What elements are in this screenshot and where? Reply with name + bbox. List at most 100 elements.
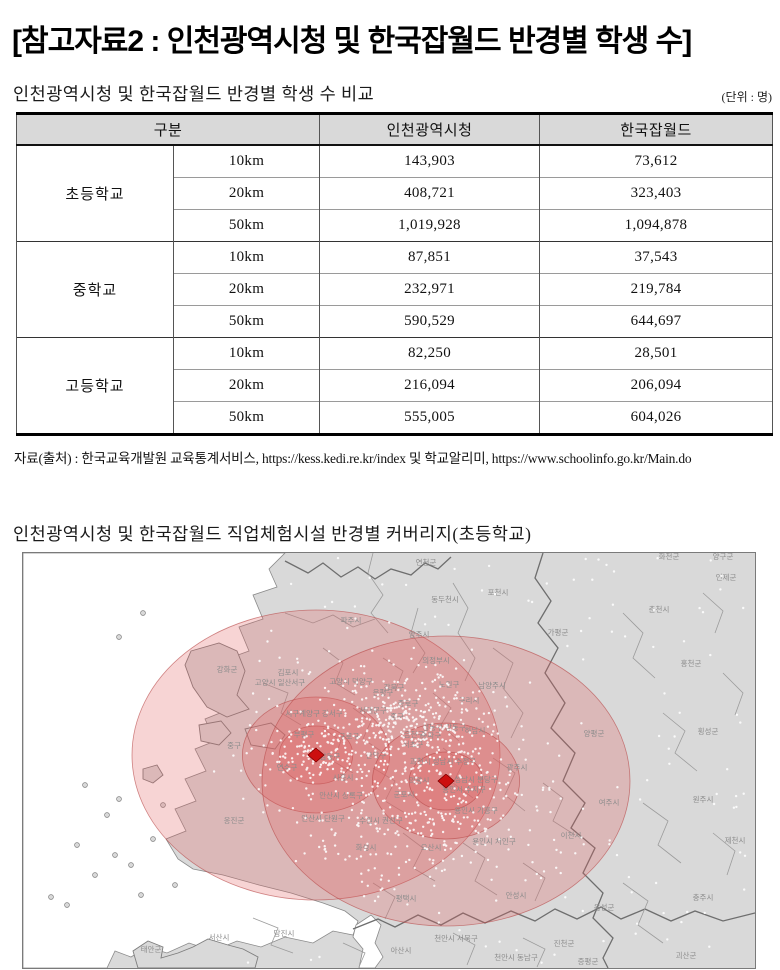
jobworld-value-cell: 206,094 xyxy=(539,369,774,402)
table-row: 20km 232,971 219,784 xyxy=(17,273,774,306)
map-label: 동두천시 xyxy=(431,594,459,604)
incheon-value-cell: 87,851 xyxy=(319,241,541,274)
map-label: 연천군 xyxy=(416,557,437,567)
map-label: 가평군 xyxy=(548,627,569,637)
jobworld-value-cell: 323,403 xyxy=(539,177,774,210)
incheon-value-cell: 555,005 xyxy=(319,401,541,435)
page-title: [참고자료2 : 인천광역시청 및 한국잡월드 반경별 학생 수] xyxy=(12,25,692,58)
table-row: 50km 1,019,928 1,094,878 xyxy=(17,209,774,242)
map-label: 서구계양구 강서구 xyxy=(285,708,342,718)
jobworld-value-cell: 28,501 xyxy=(539,337,774,370)
unit-label: (단위 : 명) xyxy=(721,90,772,104)
map-label: 횡성군 xyxy=(698,726,719,736)
map-label: 구리시 xyxy=(459,696,480,705)
map-label: 안산시 상록구 xyxy=(319,790,363,800)
map-label: 군포시 xyxy=(394,790,415,799)
map-label: 관악구 xyxy=(366,750,387,760)
map-label: 부평구 xyxy=(294,729,315,739)
map-label: 중구 xyxy=(227,741,241,750)
incheon-value-cell: 590,529 xyxy=(319,305,541,338)
school-level-cell: 중학교 xyxy=(16,241,174,338)
map-label: 태안군 xyxy=(141,944,162,954)
incheon-value-cell: 82,250 xyxy=(319,337,541,370)
map-label: 구로구 xyxy=(339,732,360,741)
map-label: 증평군 xyxy=(578,956,599,966)
radius-cell: 50km xyxy=(172,401,321,435)
map-label: 성남시 분당구 xyxy=(454,774,498,784)
table-header: 구분 인천광역시청 한국잡월드 xyxy=(15,113,774,146)
map-label: 과천시 성남시 수정구 xyxy=(410,756,476,766)
map-label: 용인시 처인구 xyxy=(472,836,516,846)
jobworld-value-cell: 37,543 xyxy=(539,241,774,274)
student-count-table: 구분 인천광역시청 한국잡월드 초등학교 10km 143,903 73,612 20k… xyxy=(15,112,774,436)
map-label: 포천시 xyxy=(488,587,509,597)
radius-cell: 50km xyxy=(172,305,321,338)
jobworld-value-cell: 644,697 xyxy=(539,305,774,338)
radius-cell: 10km xyxy=(172,337,321,370)
map-label: 음성군 xyxy=(594,903,615,912)
table-row: 20km 216,094 206,094 xyxy=(17,369,774,402)
jobworld-value-cell: 1,094,878 xyxy=(539,209,774,242)
facility-marker-incheon-cityhall xyxy=(307,747,325,763)
map-label: 안산시 단원구 xyxy=(301,813,345,823)
map-label: 천안시 서북구 xyxy=(434,933,478,943)
jobworld-value-cell: 73,612 xyxy=(539,144,774,178)
map-label: 충주시 xyxy=(693,893,714,902)
map-label: 용인시 수지구 xyxy=(442,784,486,794)
coverage-map: 연천군 화천군 양구군 인제군 포천시 동두천시 춘천시 가평군 양주시 파주시 의정부시 홍천군 강화… xyxy=(22,552,756,969)
school-level-cell: 고등학교 xyxy=(16,337,174,435)
header-gubun: 구분 xyxy=(15,113,321,146)
table-body: 초등학교 10km 143,903 73,612 20km 408,721 323,403 5… xyxy=(16,144,774,435)
header-incheon: 인천광역시청 xyxy=(319,113,541,146)
table-caption-row: 인천광역시청 및 한국잡월드 반경별 학생 수 비교 (단위 : 명) xyxy=(13,81,772,106)
map-label: 진천군 xyxy=(554,938,575,948)
incheon-value-cell: 1,019,928 xyxy=(319,209,541,242)
radius-cell: 20km xyxy=(172,177,321,210)
map-label: 원주시 xyxy=(693,795,714,804)
map-label: 파주시 xyxy=(341,616,362,625)
map-label: 양주시 xyxy=(409,630,430,639)
map-label: 양평군 xyxy=(584,728,605,738)
map-label: 수원시 권선구 xyxy=(359,816,403,825)
map-label: 강북구 xyxy=(384,682,405,692)
jobworld-value-cell: 604,026 xyxy=(539,401,774,435)
radius-cell: 10km xyxy=(172,144,321,178)
radius-cell: 20km xyxy=(172,369,321,402)
map-label: 옹진군 xyxy=(224,815,245,825)
table-row: 20km 408,721 323,403 xyxy=(17,177,774,210)
table-row: 50km 555,005 604,026 xyxy=(17,401,774,435)
map-label: 고양시 일산서구 xyxy=(255,677,305,687)
radius-cell: 20km xyxy=(172,273,321,306)
incheon-value-cell: 216,094 xyxy=(319,369,541,402)
map-label: 이천시 xyxy=(561,830,582,840)
map-label: 서대문구 xyxy=(359,706,387,715)
table-row: 중학교 10km 87,851 37,543 xyxy=(16,241,774,338)
incheon-value-cell: 408,721 xyxy=(319,177,541,210)
map-label: 금천구 xyxy=(404,729,425,739)
map-label: 인제군 xyxy=(716,572,737,582)
source-citation: 자료(출처) : 한국교육개발원 교육통계서비스, https://kess.k… xyxy=(14,451,692,466)
facility-marker-korea-jobworld xyxy=(437,773,455,789)
map-label: 제천시 xyxy=(725,835,746,845)
map-label: 아산시 xyxy=(391,945,412,955)
map-label: 여주시 xyxy=(599,797,620,807)
map-label: 송파구 xyxy=(421,731,442,740)
table-caption: 인천광역시청 및 한국잡월드 반경별 학생 수 비교 xyxy=(13,84,375,104)
map-label: 강화군 xyxy=(217,664,238,674)
school-level-cell: 초등학교 xyxy=(16,144,174,242)
map-label: 하남시 xyxy=(465,725,486,735)
table-row: 50km 590,529 644,697 xyxy=(17,305,774,338)
table-row: 고등학교 10km 82,250 28,501 xyxy=(16,337,774,435)
map-label: 홍천군 xyxy=(681,658,702,668)
table-row: 초등학교 10km 143,903 73,612 xyxy=(16,144,774,242)
district-borders xyxy=(252,553,755,968)
map-label: 의정부시 xyxy=(422,655,450,665)
incheon-value-cell: 143,903 xyxy=(319,144,541,178)
map-label: 연수구 xyxy=(277,763,298,772)
radius-cell: 10km xyxy=(172,241,321,274)
map-label: 중구 xyxy=(390,712,404,721)
map-label: 오산시 xyxy=(421,842,442,852)
jobworld-value-cell: 219,784 xyxy=(539,273,774,306)
map-label: 김포시 xyxy=(278,667,299,677)
